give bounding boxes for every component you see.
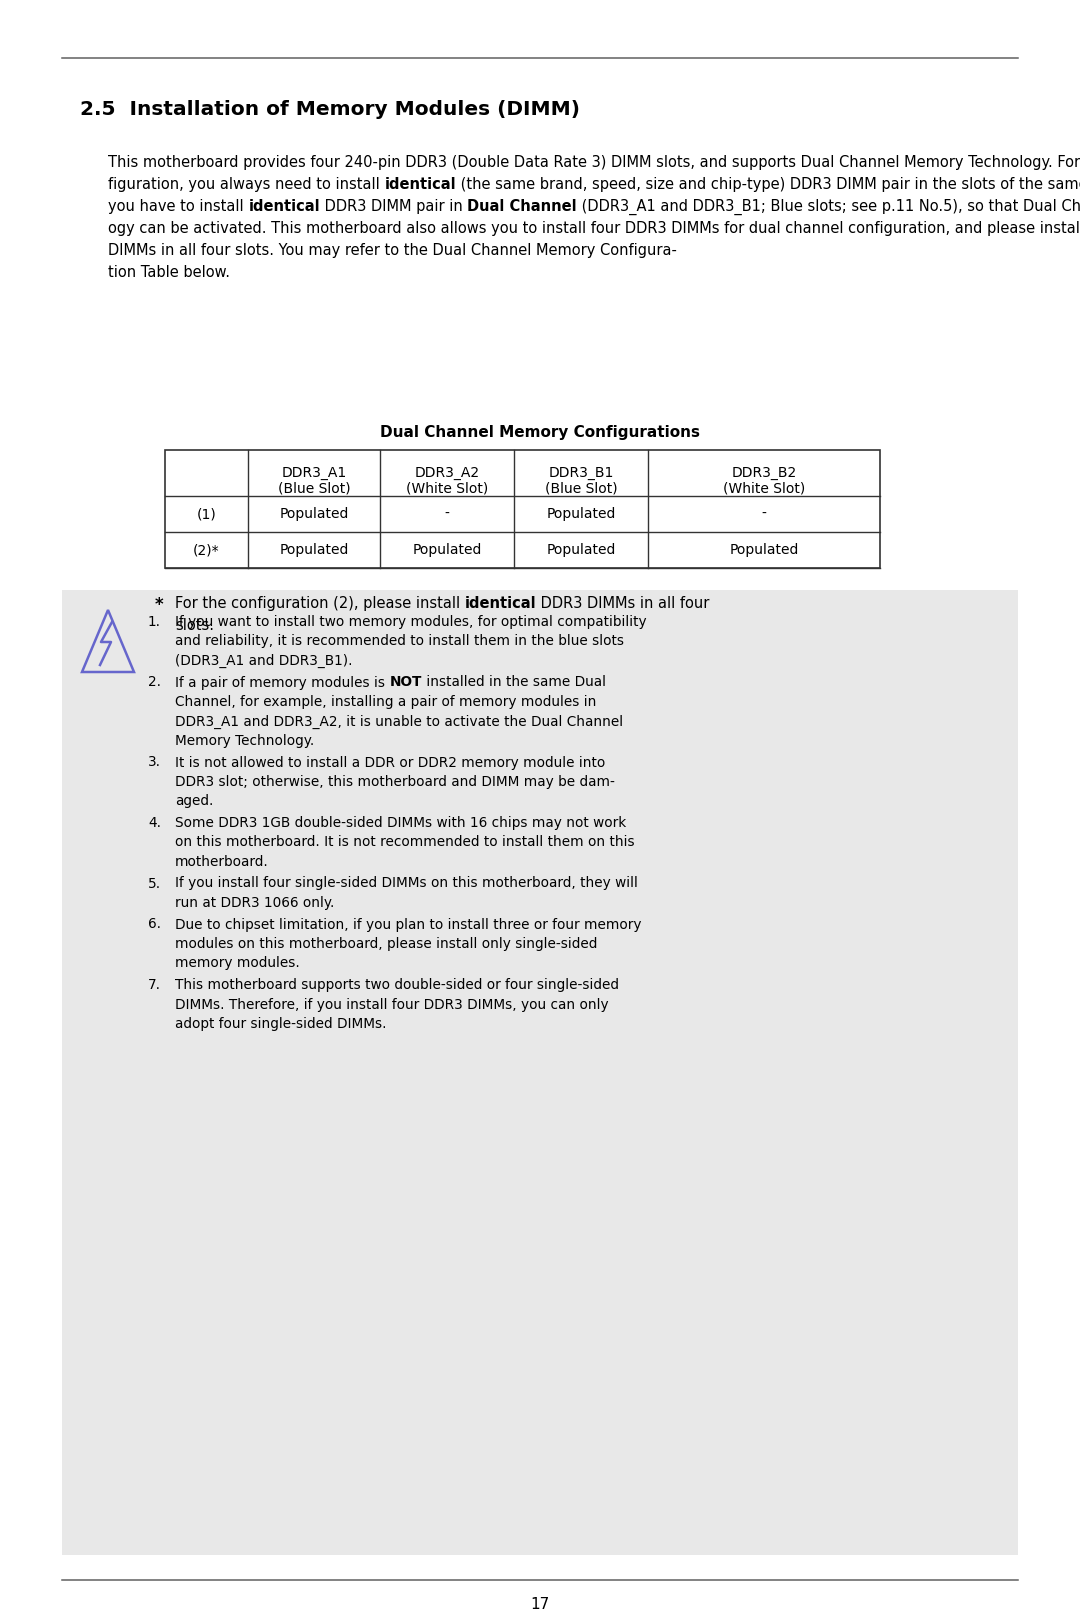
Text: Some DDR3 1GB double-sided DIMMs with 16 chips may not work: Some DDR3 1GB double-sided DIMMs with 16… xyxy=(175,816,626,831)
Text: (DDR3_A1 and DDR3_B1).: (DDR3_A1 and DDR3_B1). xyxy=(175,654,352,669)
Text: 1.: 1. xyxy=(148,615,161,630)
Text: motherboard.: motherboard. xyxy=(175,855,269,869)
Text: and reliability, it is recommended to install them in the blue slots: and reliability, it is recommended to in… xyxy=(175,635,624,649)
Text: 17: 17 xyxy=(530,1596,550,1613)
Text: 3.: 3. xyxy=(148,756,161,769)
Text: (White Slot): (White Slot) xyxy=(723,482,805,495)
Bar xyxy=(165,450,880,568)
Text: NOT: NOT xyxy=(390,675,422,690)
Text: (2)*: (2)* xyxy=(193,542,220,557)
Text: identical: identical xyxy=(384,176,456,193)
Text: Due to chipset limitation, if you plan to install three or four memory: Due to chipset limitation, if you plan t… xyxy=(175,918,642,931)
Text: 4.: 4. xyxy=(148,816,161,831)
Text: *: * xyxy=(156,596,164,614)
Text: -: - xyxy=(761,507,767,521)
Text: Populated: Populated xyxy=(546,507,616,521)
Text: (White Slot): (White Slot) xyxy=(406,482,488,495)
Text: memory modules.: memory modules. xyxy=(175,957,300,970)
Text: If you install four single-sided DIMMs on this motherboard, they will: If you install four single-sided DIMMs o… xyxy=(175,876,638,890)
Text: DDR3_A1: DDR3_A1 xyxy=(282,466,347,479)
Text: If a pair of memory modules is: If a pair of memory modules is xyxy=(175,675,390,690)
Text: modules on this motherboard, please install only single-sided: modules on this motherboard, please inst… xyxy=(175,937,597,950)
Bar xyxy=(62,589,1018,1554)
Text: DDR3 DIMM pair in: DDR3 DIMM pair in xyxy=(320,199,468,214)
Text: Memory Technology.: Memory Technology. xyxy=(175,733,314,748)
Text: DDR3 slot; otherwise, this motherboard and DIMM may be dam-: DDR3 slot; otherwise, this motherboard a… xyxy=(175,776,615,788)
Text: Populated: Populated xyxy=(729,542,799,557)
Text: 5.: 5. xyxy=(148,876,161,890)
Text: aged.: aged. xyxy=(175,795,214,808)
Text: Populated: Populated xyxy=(280,507,349,521)
Text: It is not allowed to install a DDR or DDR2 memory module into: It is not allowed to install a DDR or DD… xyxy=(175,756,605,769)
Text: DDR3_A2: DDR3_A2 xyxy=(415,466,480,479)
Text: ogy can be activated. This motherboard also allows you to install four DDR3 DIMM: ogy can be activated. This motherboard a… xyxy=(108,222,1080,236)
Text: figuration, you always need to install: figuration, you always need to install xyxy=(108,176,384,193)
Text: (Blue Slot): (Blue Slot) xyxy=(544,482,618,495)
Text: DIMMs in all four slots. You may refer to the Dual Channel Memory Configura-: DIMMs in all four slots. You may refer t… xyxy=(108,243,677,257)
Text: DDR3_B2: DDR3_B2 xyxy=(731,466,797,479)
Text: Dual Channel Memory Configurations: Dual Channel Memory Configurations xyxy=(380,426,700,440)
Text: adopt four single-sided DIMMs.: adopt four single-sided DIMMs. xyxy=(175,1017,387,1031)
Text: DIMMs. Therefore, if you install four DDR3 DIMMs, you can only: DIMMs. Therefore, if you install four DD… xyxy=(175,997,609,1012)
Text: DDR3_B1: DDR3_B1 xyxy=(549,466,613,479)
Text: Dual Channel: Dual Channel xyxy=(468,199,577,214)
Text: Channel, for example, installing a pair of memory modules in: Channel, for example, installing a pair … xyxy=(175,695,596,709)
Text: 2.5  Installation of Memory Modules (DIMM): 2.5 Installation of Memory Modules (DIMM… xyxy=(80,100,580,120)
Text: For the configuration (2), please install: For the configuration (2), please instal… xyxy=(175,596,464,610)
Text: tion Table below.: tion Table below. xyxy=(108,266,230,280)
Text: identical: identical xyxy=(464,596,537,610)
Text: slots.: slots. xyxy=(175,618,214,633)
Text: run at DDR3 1066 only.: run at DDR3 1066 only. xyxy=(175,895,335,910)
Text: installed in the same Dual: installed in the same Dual xyxy=(422,675,606,690)
Text: (DDR3_A1 and DDR3_B1; Blue slots; see p.11 No.5), so that Dual Channel Memory Te: (DDR3_A1 and DDR3_B1; Blue slots; see p.… xyxy=(577,199,1080,215)
Text: -: - xyxy=(445,507,449,521)
Text: DDR3_A1 and DDR3_A2, it is unable to activate the Dual Channel: DDR3_A1 and DDR3_A2, it is unable to act… xyxy=(175,714,623,729)
Text: Populated: Populated xyxy=(413,542,482,557)
Text: (1): (1) xyxy=(197,507,216,521)
Text: 7.: 7. xyxy=(148,978,161,992)
Text: 6.: 6. xyxy=(148,918,161,931)
Text: This motherboard supports two double-sided or four single-sided: This motherboard supports two double-sid… xyxy=(175,978,619,992)
Text: (Blue Slot): (Blue Slot) xyxy=(278,482,350,495)
Text: identical: identical xyxy=(248,199,320,214)
Text: If you want to install two memory modules, for optimal compatibility: If you want to install two memory module… xyxy=(175,615,647,630)
Text: you have to install: you have to install xyxy=(108,199,248,214)
Text: 2.: 2. xyxy=(148,675,161,690)
Text: (the same brand, speed, size and chip-type) DDR3 DIMM pair in the slots of the s: (the same brand, speed, size and chip-ty… xyxy=(456,176,1080,193)
Text: on this motherboard. It is not recommended to install them on this: on this motherboard. It is not recommend… xyxy=(175,835,635,850)
Text: This motherboard provides four 240-pin DDR3 (Double Data Rate 3) DIMM slots, and: This motherboard provides four 240-pin D… xyxy=(108,155,1080,170)
Text: Populated: Populated xyxy=(546,542,616,557)
Text: DDR3 DIMMs in all four: DDR3 DIMMs in all four xyxy=(537,596,710,610)
Text: Populated: Populated xyxy=(280,542,349,557)
